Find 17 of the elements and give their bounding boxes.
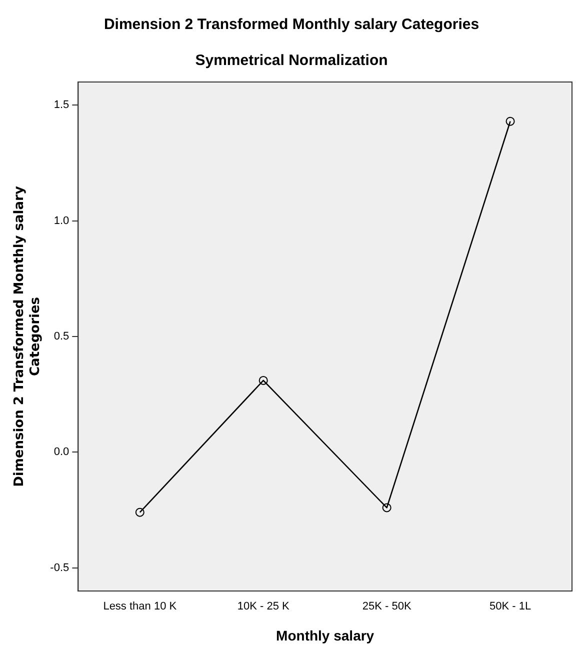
y-tick-label: 1.5: [54, 99, 70, 112]
y-tick-label: 0.5: [54, 330, 70, 343]
y-tick-label: 0.0: [54, 446, 70, 458]
x-tick-label: Less than 10 K: [103, 600, 178, 613]
x-tick-label: 50K - 1L: [489, 600, 532, 613]
x-tick-label: 10K - 25 K: [237, 600, 290, 613]
point: [506, 116, 515, 126]
x-tick-label: 25K - 50K: [362, 600, 412, 613]
point: [382, 503, 392, 512]
chart-subtitle: Symmetrical Normalization: [195, 52, 388, 70]
chart-title: Dimension 2 Transformed Monthly salary Categories: [104, 16, 480, 34]
x-axis-title: Monthly salary: [276, 627, 374, 644]
point: [135, 508, 144, 517]
y-tick-label: -0.5: [50, 562, 70, 574]
point: [258, 376, 268, 385]
y-tick-label: 1.0: [54, 214, 70, 227]
y-axis-title: Dimension 2 Transformed Monthly salary Categories: [12, 186, 43, 487]
